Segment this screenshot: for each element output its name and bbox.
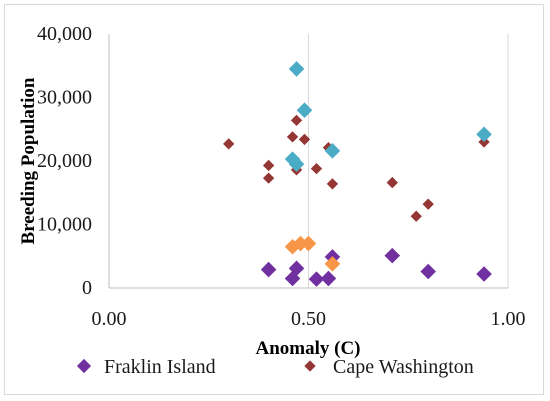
data-points xyxy=(223,61,492,287)
legend-label-fraklin-island: Fraklin Island xyxy=(104,356,216,378)
data-point-series-2 xyxy=(476,126,492,143)
y-tick-label: 30,000 xyxy=(37,87,92,109)
data-point-series-1 xyxy=(422,198,434,210)
x-tick-label: 0.00 xyxy=(92,308,127,330)
y-tick-label: 10,000 xyxy=(37,214,92,236)
data-point-series-1 xyxy=(310,162,323,175)
data-point-series-0 xyxy=(420,263,436,280)
data-point-series-2 xyxy=(324,143,341,159)
data-point-series-3 xyxy=(292,235,309,252)
y-tick-label: 0 xyxy=(82,277,92,299)
y-axis-title: Breeding Population xyxy=(18,77,39,244)
x-tick-label: 0.50 xyxy=(291,308,326,330)
data-point-series-1 xyxy=(298,133,311,146)
data-point-series-1 xyxy=(326,178,339,190)
legend-label-cape-washington: Cape Washington xyxy=(333,356,474,378)
data-point-series-0 xyxy=(476,266,492,282)
x-axis-title: Anomaly (C) xyxy=(255,338,360,359)
axes xyxy=(108,34,508,289)
data-point-series-1 xyxy=(386,176,398,189)
x-tick-label: 1.00 xyxy=(491,308,526,330)
legend-marker-cape-washington xyxy=(304,360,316,372)
y-tick-label: 20,000 xyxy=(37,150,92,172)
chart-frame xyxy=(4,4,544,395)
data-point-series-1 xyxy=(262,159,275,172)
data-point-series-1 xyxy=(286,131,299,143)
data-point-series-2 xyxy=(288,156,305,172)
y-tick-label: 40,000 xyxy=(37,23,92,45)
data-point-series-1 xyxy=(262,172,275,184)
data-point-series-1 xyxy=(290,114,303,127)
data-point-series-0 xyxy=(260,261,277,278)
grid-lines xyxy=(308,34,509,288)
data-point-series-3 xyxy=(300,235,317,252)
data-point-series-0 xyxy=(320,270,337,287)
data-point-series-1 xyxy=(223,138,235,150)
data-point-series-0 xyxy=(384,247,401,264)
legend: Fraklin Island Cape Washington xyxy=(76,356,474,378)
x-tick-labels: 0.00 0.50 1.00 xyxy=(92,308,526,330)
y-tick-labels: 0 10,000 20,000 30,000 40,000 xyxy=(37,23,92,299)
legend-marker-fraklin-island xyxy=(76,358,92,374)
data-point-series-1 xyxy=(410,210,422,222)
data-point-series-2 xyxy=(288,61,305,77)
data-point-series-2 xyxy=(296,102,313,118)
